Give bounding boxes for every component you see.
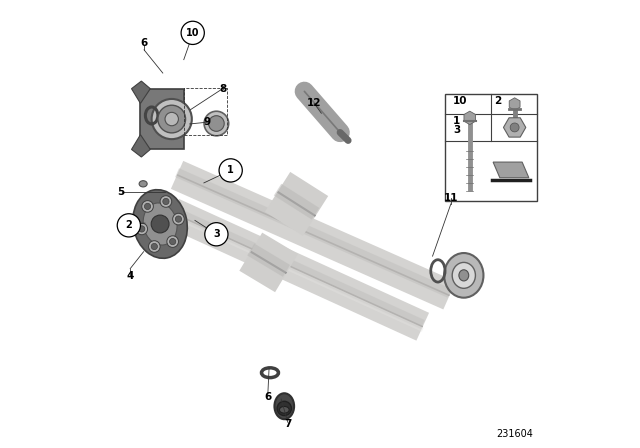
- Text: 1: 1: [227, 165, 234, 176]
- Circle shape: [173, 213, 184, 225]
- Text: 4: 4: [127, 271, 134, 281]
- Polygon shape: [132, 81, 150, 103]
- Circle shape: [510, 123, 519, 132]
- Circle shape: [205, 223, 228, 246]
- Text: 3: 3: [213, 229, 220, 239]
- Ellipse shape: [452, 263, 476, 289]
- Text: 2: 2: [495, 96, 502, 106]
- Circle shape: [151, 243, 157, 250]
- Text: 6: 6: [140, 38, 147, 48]
- Text: 11: 11: [444, 193, 458, 203]
- Circle shape: [163, 198, 169, 205]
- Text: 8: 8: [219, 84, 227, 94]
- Circle shape: [145, 203, 150, 210]
- Ellipse shape: [204, 111, 228, 136]
- Circle shape: [141, 201, 154, 212]
- Circle shape: [148, 241, 160, 252]
- Ellipse shape: [139, 181, 147, 187]
- Ellipse shape: [133, 190, 188, 258]
- Circle shape: [181, 21, 204, 44]
- Circle shape: [167, 236, 179, 247]
- Circle shape: [219, 159, 243, 182]
- Ellipse shape: [444, 253, 483, 297]
- Circle shape: [175, 216, 182, 222]
- Text: 7: 7: [284, 419, 292, 429]
- Circle shape: [151, 215, 169, 233]
- Circle shape: [139, 226, 145, 232]
- Text: 6: 6: [264, 392, 271, 402]
- Bar: [445, 95, 536, 201]
- Text: 1: 1: [453, 116, 461, 126]
- Text: 10: 10: [453, 96, 468, 106]
- Circle shape: [117, 214, 140, 237]
- Polygon shape: [493, 162, 529, 178]
- Circle shape: [170, 238, 176, 245]
- Polygon shape: [132, 135, 150, 157]
- Ellipse shape: [165, 112, 179, 126]
- Text: 231604: 231604: [497, 429, 534, 439]
- Ellipse shape: [209, 116, 224, 131]
- Ellipse shape: [152, 99, 192, 139]
- Ellipse shape: [275, 393, 294, 419]
- Text: 2: 2: [125, 220, 132, 230]
- Text: 3: 3: [453, 125, 461, 134]
- Circle shape: [160, 196, 172, 207]
- Ellipse shape: [143, 203, 177, 245]
- Text: 12: 12: [307, 98, 321, 108]
- Ellipse shape: [279, 406, 289, 413]
- Polygon shape: [140, 89, 184, 150]
- Circle shape: [136, 223, 148, 235]
- Ellipse shape: [459, 270, 468, 281]
- Text: 10: 10: [186, 28, 200, 38]
- Ellipse shape: [158, 105, 186, 133]
- Ellipse shape: [277, 401, 291, 416]
- Text: 9: 9: [204, 117, 211, 127]
- Text: 5: 5: [118, 187, 125, 197]
